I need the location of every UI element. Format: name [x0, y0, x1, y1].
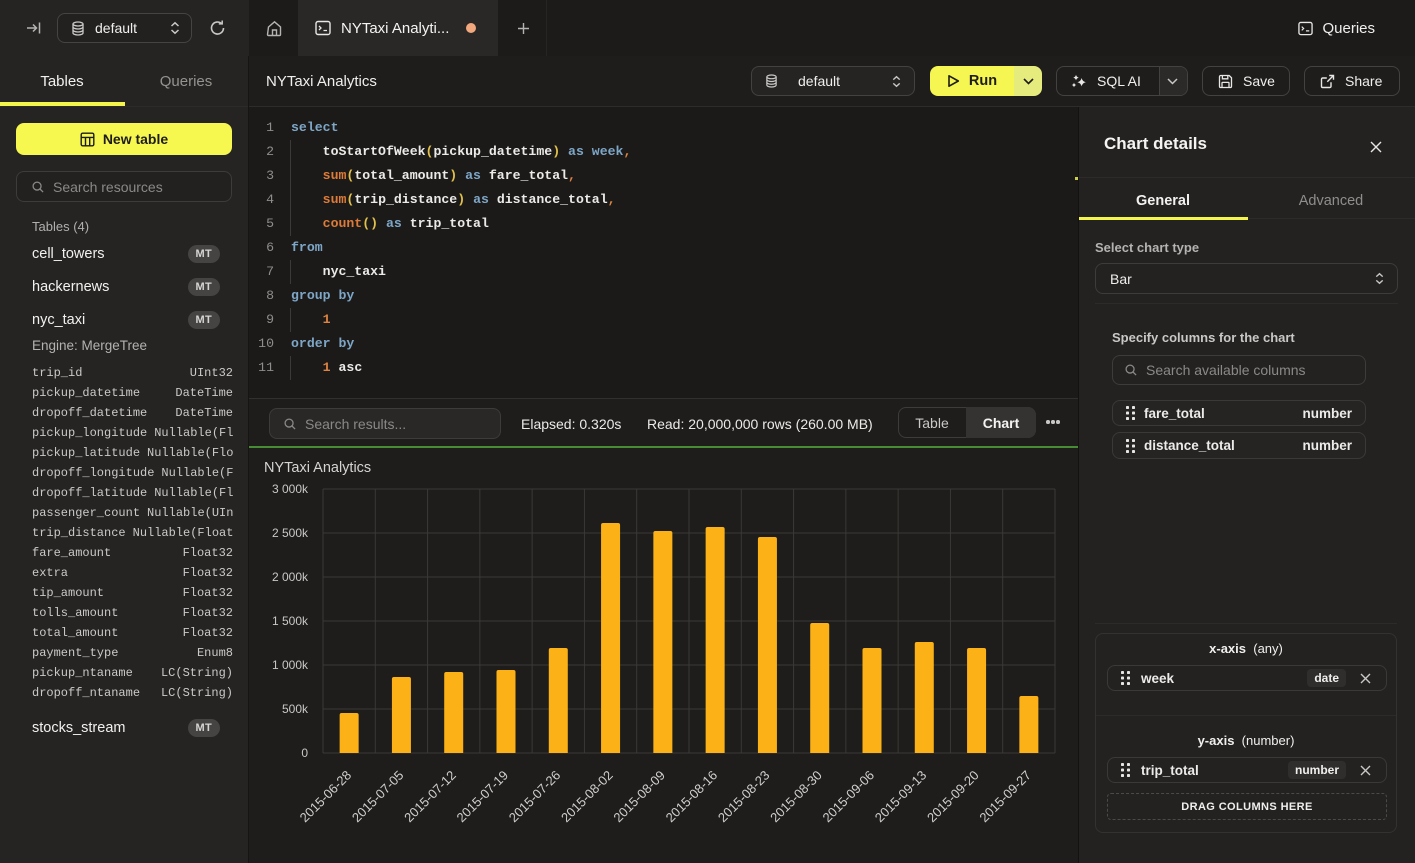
- svg-text:2015-09-06: 2015-09-06: [819, 768, 877, 826]
- svg-text:2015-07-05: 2015-07-05: [349, 768, 407, 826]
- svg-text:2015-09-27: 2015-09-27: [976, 768, 1034, 826]
- svg-text:2015-08-02: 2015-08-02: [558, 768, 616, 826]
- svg-text:2015-08-16: 2015-08-16: [663, 768, 721, 826]
- svg-text:2015-07-26: 2015-07-26: [506, 768, 564, 826]
- svg-text:2015-09-20: 2015-09-20: [924, 768, 982, 826]
- svg-text:3 000k: 3 000k: [272, 482, 309, 496]
- svg-text:2015-08-23: 2015-08-23: [715, 768, 773, 826]
- svg-text:0: 0: [301, 746, 308, 760]
- svg-text:2015-07-12: 2015-07-12: [401, 768, 459, 826]
- svg-text:2015-09-13: 2015-09-13: [872, 768, 930, 826]
- svg-text:500k: 500k: [282, 702, 309, 716]
- svg-text:2015-08-09: 2015-08-09: [610, 768, 668, 826]
- svg-text:2015-07-19: 2015-07-19: [453, 768, 511, 826]
- svg-text:2015-06-28: 2015-06-28: [297, 768, 355, 826]
- svg-text:1 500k: 1 500k: [272, 614, 309, 628]
- svg-text:2 500k: 2 500k: [272, 526, 309, 540]
- svg-text:2 000k: 2 000k: [272, 570, 309, 584]
- svg-text:2015-08-30: 2015-08-30: [767, 768, 825, 826]
- svg-text:1 000k: 1 000k: [272, 658, 309, 672]
